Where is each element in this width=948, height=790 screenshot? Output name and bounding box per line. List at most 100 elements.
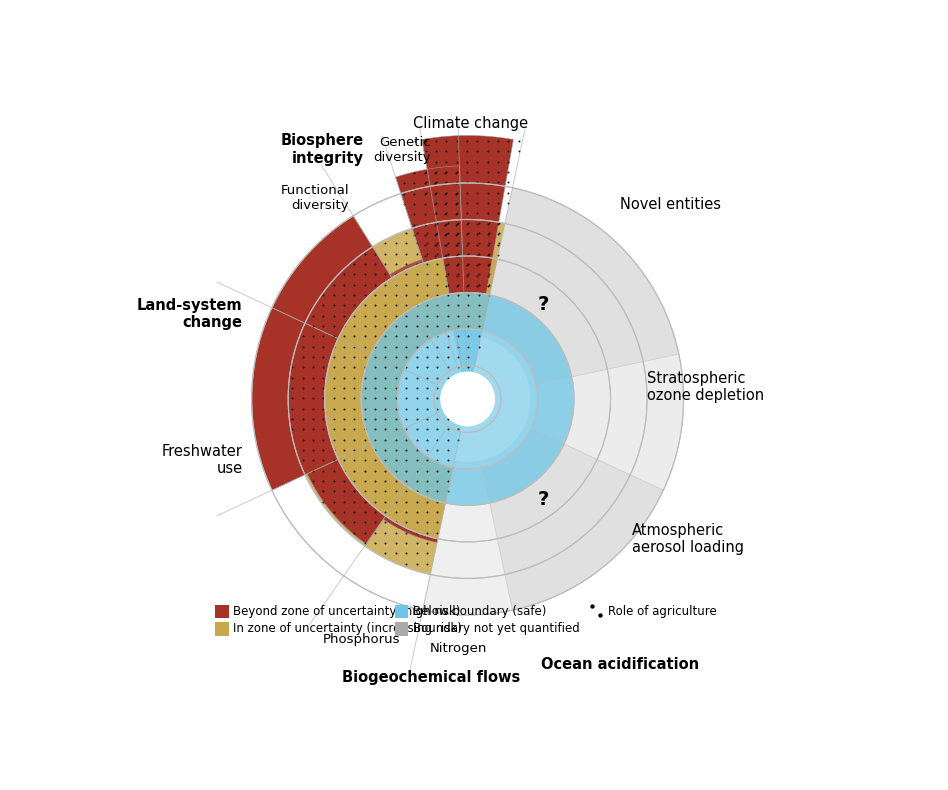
Point [449,186,465,199]
Point [492,237,507,250]
Point [357,434,373,446]
Point [501,135,516,148]
Point [450,299,465,311]
Point [417,167,432,179]
Point [389,506,404,518]
Point [305,423,320,435]
Point [460,207,475,220]
Point [469,269,484,282]
Point [428,207,444,220]
Point [439,135,454,148]
Point [284,412,300,425]
Bar [394,604,408,618]
Point [316,351,331,363]
Point [407,177,422,190]
Point [439,238,454,250]
Polygon shape [483,188,679,385]
Point [448,228,464,241]
Point [440,444,455,457]
Point [347,392,362,404]
Point [378,547,393,560]
Text: Land-system
change: Land-system change [137,298,243,330]
Text: Biogeochemical flows: Biogeochemical flows [342,670,520,685]
Point [429,506,445,518]
Point [337,268,352,280]
Point [469,207,484,220]
Point [347,402,362,415]
Point [378,382,393,394]
Point [429,526,445,539]
Point [480,228,495,240]
Point [284,402,300,415]
Point [378,465,393,477]
Point [409,330,424,343]
Point [357,371,373,384]
Point [490,186,505,199]
Point [461,340,476,353]
Point [295,434,310,446]
Point [450,351,465,363]
Point [428,166,444,179]
Point [378,434,393,446]
Point [326,340,341,353]
Point [440,423,455,435]
Point [316,412,331,425]
Point [501,156,516,168]
Point [389,237,404,250]
Point [378,330,393,343]
Polygon shape [288,220,505,574]
Point [428,177,443,190]
Point [357,454,373,467]
Point [316,330,331,343]
Point [417,239,432,251]
Point [417,187,432,200]
Point [511,145,526,158]
Point [448,239,464,251]
Point [378,288,393,301]
Point [347,454,362,467]
Point [368,247,383,260]
Point [428,156,444,168]
Point [295,351,310,363]
Point [480,186,495,199]
Point [347,371,362,384]
Point [469,259,484,272]
Point [450,227,465,239]
Point [347,475,362,487]
Point [461,371,476,384]
Point [490,176,505,189]
Point [389,495,404,508]
Point [439,156,454,168]
Point [482,247,497,260]
Point [469,186,484,199]
Point [460,197,475,209]
Point [450,340,465,353]
Point [347,361,362,374]
Point [357,340,373,353]
Point [357,423,373,435]
Point [398,485,413,498]
Point [438,228,453,241]
Point [439,207,454,220]
Point [409,288,424,301]
Point [407,167,422,179]
Point [398,340,413,353]
Point [480,249,495,261]
Point [347,495,362,508]
Point [419,402,434,415]
Point [389,423,404,435]
Point [389,465,404,477]
Point [429,485,445,498]
Point [429,495,445,508]
Point [469,238,484,250]
Point [460,217,475,230]
Point [439,197,454,209]
Point [409,412,424,425]
Point [490,217,505,230]
Point [368,434,383,446]
Point [378,495,393,508]
Point [408,135,423,148]
Point [368,475,383,487]
Point [429,299,445,311]
Point [389,351,404,363]
